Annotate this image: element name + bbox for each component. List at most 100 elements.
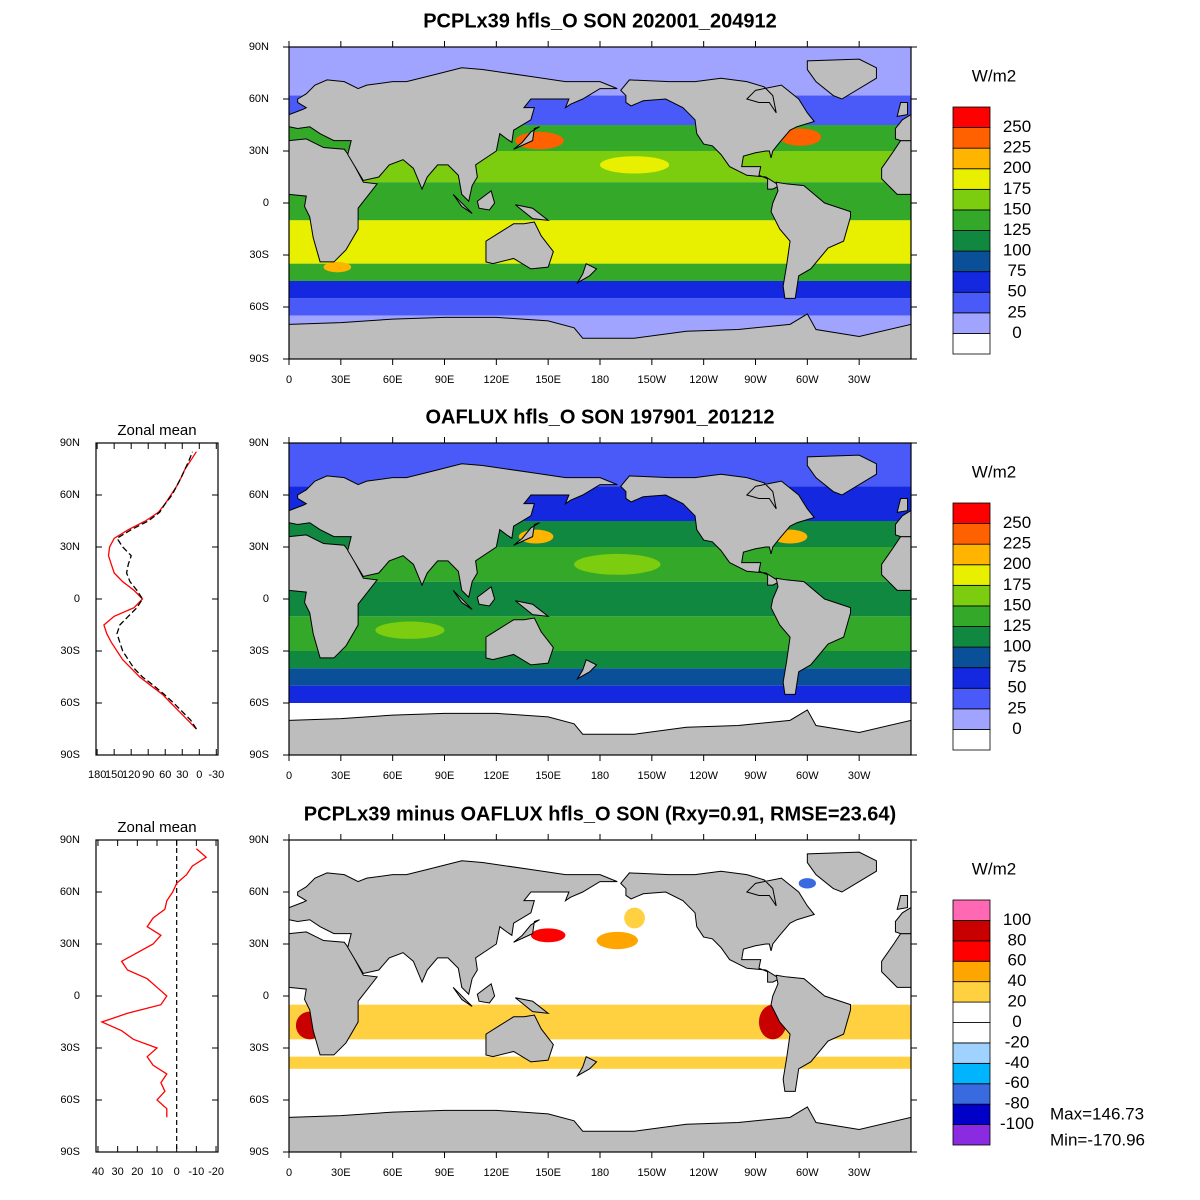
colorbar-box bbox=[952, 1042, 991, 1064]
colorbar-box bbox=[952, 127, 991, 149]
y-tick-label: 90S bbox=[60, 749, 80, 761]
x-tick-label: 90 bbox=[142, 769, 154, 781]
colorbar-box bbox=[952, 1022, 991, 1044]
colorbar-label: 0 bbox=[1012, 719, 1021, 738]
lon-tick-label: 60W bbox=[796, 770, 819, 782]
land bbox=[620, 870, 816, 983]
colorbar-box bbox=[952, 920, 991, 942]
land bbox=[289, 463, 618, 599]
lon-tick-label: 90W bbox=[744, 1167, 767, 1179]
land bbox=[896, 497, 909, 513]
plot-frame bbox=[95, 442, 219, 756]
lon-tick-label: 150E bbox=[535, 770, 561, 782]
colorbar-label: 40 bbox=[1008, 971, 1027, 990]
land bbox=[881, 933, 911, 988]
x-tick-label: 10 bbox=[151, 1166, 163, 1178]
field-band bbox=[289, 685, 911, 703]
lon-tick-label: 90E bbox=[435, 1167, 455, 1179]
lon-tick-label: 120W bbox=[689, 374, 718, 386]
land bbox=[576, 658, 598, 681]
colorbar-box bbox=[952, 960, 991, 983]
land bbox=[289, 860, 618, 996]
field-band bbox=[289, 651, 911, 669]
land bbox=[576, 1055, 598, 1078]
land bbox=[513, 522, 540, 546]
x-tick-label: -20 bbox=[208, 1166, 224, 1178]
land bbox=[289, 313, 911, 359]
field-band bbox=[289, 1056, 911, 1069]
land bbox=[289, 534, 379, 659]
x-tick-label: 180 bbox=[88, 769, 106, 781]
land bbox=[513, 919, 540, 943]
colorbar-label: -100 bbox=[1000, 1114, 1034, 1133]
lat-tick-label: 60N bbox=[249, 93, 269, 105]
land bbox=[289, 931, 379, 1056]
land bbox=[289, 1106, 911, 1152]
plot-frame bbox=[95, 839, 219, 1153]
lon-tick-label: 60E bbox=[383, 374, 403, 386]
lat-tick-label: 30S bbox=[249, 1042, 269, 1054]
colorbar-box bbox=[952, 646, 991, 669]
colorbar-box bbox=[952, 312, 991, 334]
map bbox=[289, 47, 911, 359]
land bbox=[894, 510, 911, 538]
colorbar-label: 50 bbox=[1008, 282, 1027, 301]
lon-tick-label: 90W bbox=[744, 770, 767, 782]
field-band bbox=[289, 298, 911, 316]
y-tick-label: 60N bbox=[60, 489, 80, 501]
colorbar-label: 0 bbox=[1012, 1012, 1021, 1031]
x-tick-label: 0 bbox=[174, 1166, 180, 1178]
land bbox=[476, 190, 496, 211]
lat-tick-label: 60S bbox=[249, 1094, 269, 1106]
field-patch bbox=[798, 878, 816, 889]
colorbar-unit: W/m2 bbox=[972, 462, 1016, 481]
field-patch bbox=[530, 928, 566, 943]
x-tick-label: 0 bbox=[196, 769, 202, 781]
colorbar-box bbox=[952, 333, 991, 355]
colorbar-label: -80 bbox=[1005, 1094, 1030, 1113]
y-tick-label: 90N bbox=[60, 437, 80, 449]
land bbox=[896, 894, 909, 910]
colorbar-box bbox=[952, 1083, 991, 1105]
colorbar-box bbox=[952, 250, 991, 273]
x-tick-label: 30 bbox=[112, 1166, 124, 1178]
lon-tick-label: 30E bbox=[331, 1167, 351, 1179]
colorbar-label: -40 bbox=[1005, 1053, 1030, 1072]
field-band bbox=[289, 668, 911, 686]
y-tick-label: 60S bbox=[60, 697, 80, 709]
x-tick-label: 120 bbox=[122, 769, 140, 781]
zonal-line bbox=[103, 451, 197, 730]
x-tick-label: 30 bbox=[176, 769, 188, 781]
land bbox=[806, 851, 877, 893]
y-tick-label: 0 bbox=[74, 593, 80, 605]
colorbar-label: 100 bbox=[1003, 910, 1031, 929]
y-tick-label: 30S bbox=[60, 1042, 80, 1054]
colorbar-box bbox=[952, 523, 991, 545]
lon-tick-label: 150W bbox=[637, 374, 666, 386]
colorbar-label: 150 bbox=[1003, 199, 1031, 218]
land bbox=[452, 986, 473, 1007]
land bbox=[289, 138, 379, 263]
land bbox=[881, 536, 911, 591]
colorbar-label: 25 bbox=[1008, 698, 1027, 717]
lat-tick-label: 0 bbox=[263, 197, 269, 209]
lat-tick-label: 30N bbox=[249, 938, 269, 950]
land bbox=[289, 67, 618, 203]
lat-tick-label: 0 bbox=[263, 990, 269, 1002]
lon-tick-label: 30E bbox=[331, 374, 351, 386]
lon-tick-label: 90W bbox=[744, 374, 767, 386]
lon-tick-label: 60W bbox=[796, 374, 819, 386]
colorbar-box bbox=[952, 1103, 991, 1125]
colorbar-unit: W/m2 bbox=[972, 66, 1016, 85]
colorbar-box bbox=[952, 1001, 991, 1023]
lon-tick-label: 120E bbox=[483, 770, 509, 782]
lat-tick-label: 90S bbox=[249, 1146, 269, 1158]
lon-tick-label: 150E bbox=[535, 374, 561, 386]
colorbar-box bbox=[952, 147, 991, 170]
colorbar-box bbox=[952, 584, 991, 607]
lon-tick-label: 60W bbox=[796, 1167, 819, 1179]
lon-tick-label: 150W bbox=[637, 1167, 666, 1179]
land bbox=[620, 473, 816, 586]
colorbar-box bbox=[952, 168, 991, 190]
lat-tick-label: 30N bbox=[249, 541, 269, 553]
